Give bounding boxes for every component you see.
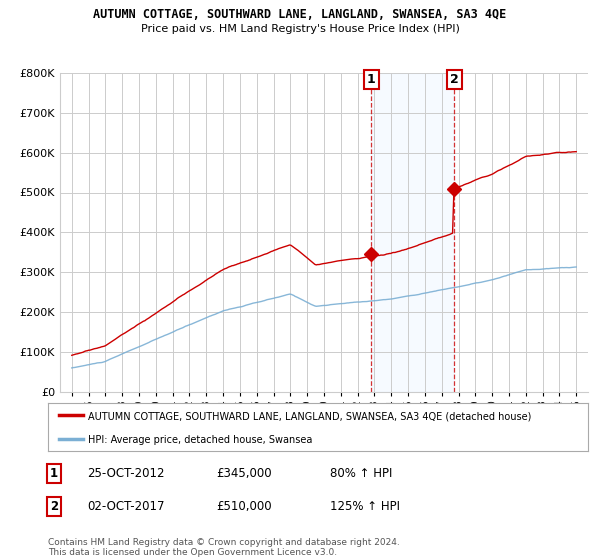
Text: HPI: Average price, detached house, Swansea: HPI: Average price, detached house, Swan… <box>89 435 313 445</box>
Text: AUTUMN COTTAGE, SOUTHWARD LANE, LANGLAND, SWANSEA, SA3 4QE (detached house): AUTUMN COTTAGE, SOUTHWARD LANE, LANGLAND… <box>89 411 532 421</box>
Text: Contains HM Land Registry data © Crown copyright and database right 2024.
This d: Contains HM Land Registry data © Crown c… <box>48 538 400 557</box>
Bar <box>371 73 454 392</box>
Text: 2: 2 <box>50 500 58 514</box>
Text: Price paid vs. HM Land Registry's House Price Index (HPI): Price paid vs. HM Land Registry's House … <box>140 24 460 34</box>
Text: £345,000: £345,000 <box>216 466 272 480</box>
Text: 80% ↑ HPI: 80% ↑ HPI <box>330 466 392 480</box>
Text: AUTUMN COTTAGE, SOUTHWARD LANE, LANGLAND, SWANSEA, SA3 4QE: AUTUMN COTTAGE, SOUTHWARD LANE, LANGLAND… <box>94 8 506 21</box>
Text: £510,000: £510,000 <box>216 500 272 514</box>
Text: 25-OCT-2012: 25-OCT-2012 <box>87 466 164 480</box>
Text: 125% ↑ HPI: 125% ↑ HPI <box>330 500 400 514</box>
Text: 02-OCT-2017: 02-OCT-2017 <box>87 500 164 514</box>
Text: 2: 2 <box>450 73 458 86</box>
Text: 1: 1 <box>50 466 58 480</box>
Text: 1: 1 <box>367 73 376 86</box>
